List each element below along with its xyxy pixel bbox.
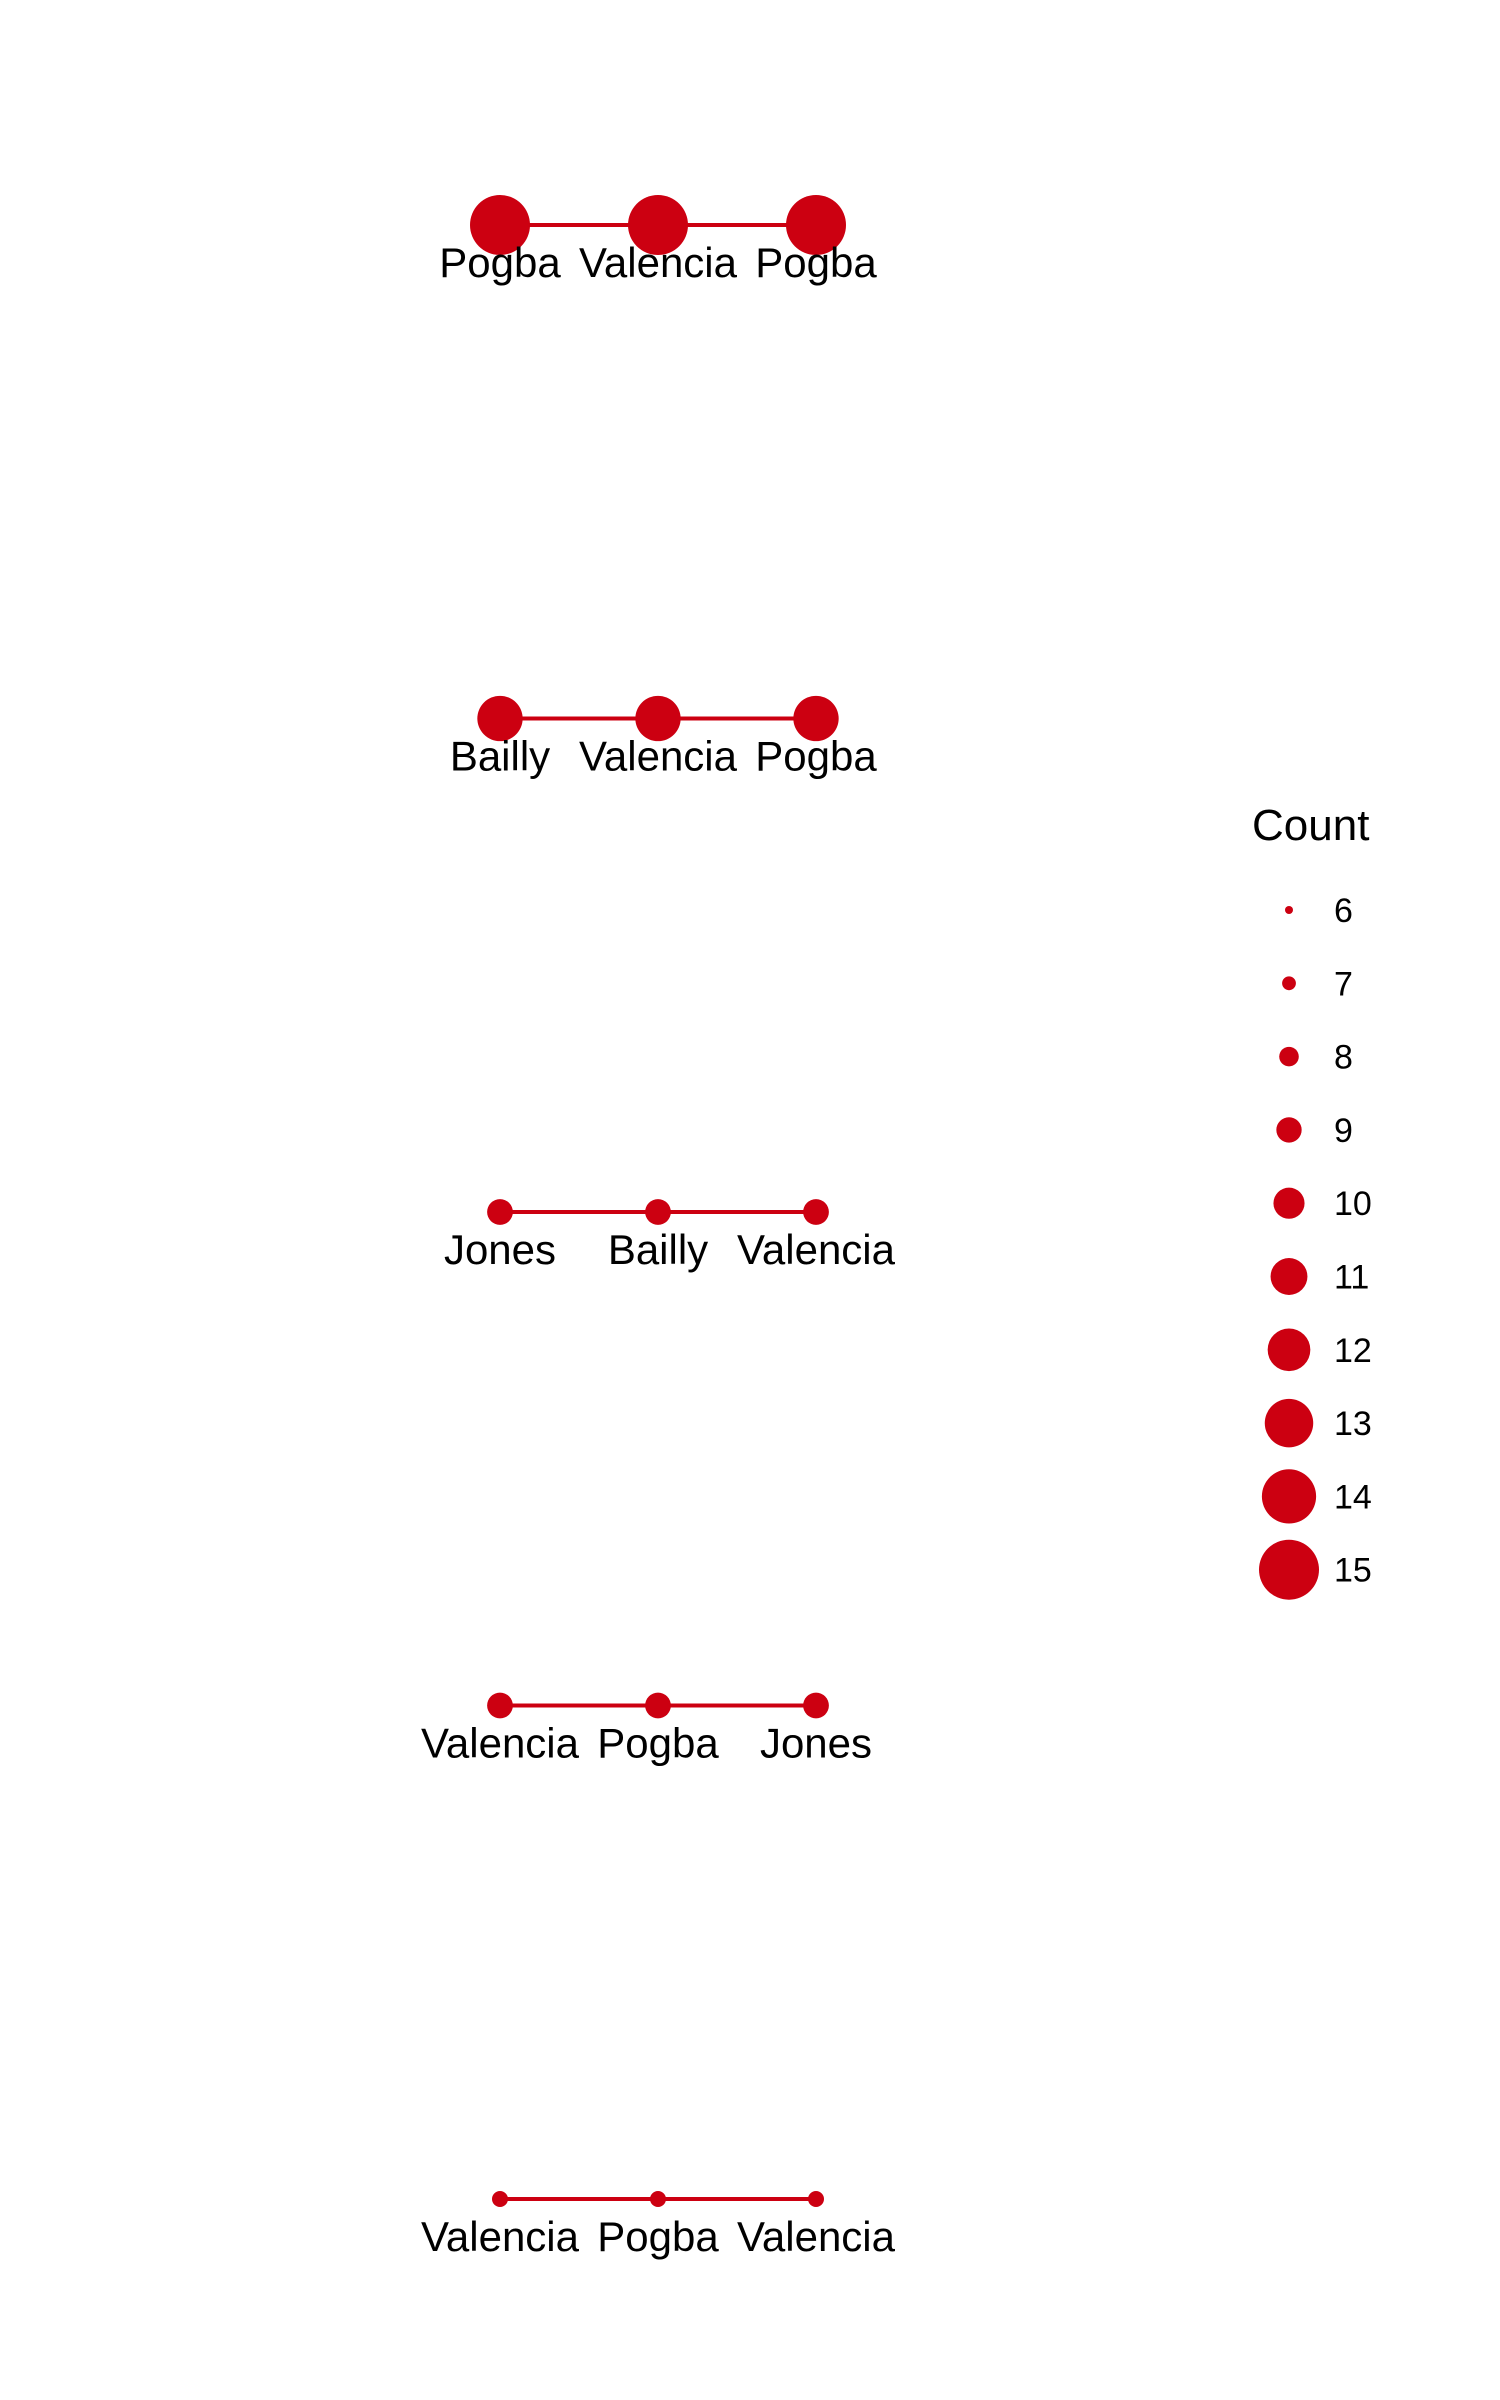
node-label: Valencia xyxy=(737,1226,896,1273)
legend-item: 8 xyxy=(1279,1039,1353,1077)
sequence-node xyxy=(803,1199,829,1225)
legend-swatch xyxy=(1285,906,1293,914)
sequence-row: Valencia Pogba Jones xyxy=(421,1692,872,1767)
legend-title: Count xyxy=(1252,801,1369,850)
node-label: Valencia xyxy=(579,733,738,780)
legend-swatch xyxy=(1279,1046,1299,1067)
legend-label: 15 xyxy=(1334,1552,1372,1590)
sequence-node xyxy=(628,195,688,255)
legend-label: 14 xyxy=(1334,1478,1372,1516)
legend-item: 14 xyxy=(1261,1469,1372,1524)
legend-swatch xyxy=(1282,976,1296,991)
legend-swatch xyxy=(1261,1469,1317,1524)
legend-swatch xyxy=(1273,1187,1305,1219)
sequence-node xyxy=(645,1692,671,1719)
node-label: Jones xyxy=(444,1226,556,1273)
legend-item: 6 xyxy=(1285,892,1353,930)
legend-item: 12 xyxy=(1267,1328,1372,1372)
legend-swatch xyxy=(1276,1117,1302,1143)
sequence-row: Pogba Valencia Pogba xyxy=(439,195,877,286)
legend-label: 7 xyxy=(1334,965,1353,1003)
node-label: Pogba xyxy=(439,239,561,286)
legend-item: 9 xyxy=(1276,1112,1353,1150)
sequence-node xyxy=(477,695,523,742)
node-label: Valencia xyxy=(421,1720,580,1767)
legend: Count 6 7 8 9 10 11 12 13 14 15 xyxy=(1252,801,1372,1600)
legend-label: 11 xyxy=(1334,1259,1369,1297)
legend-label: 8 xyxy=(1334,1039,1353,1077)
legend-label: 6 xyxy=(1334,892,1353,930)
sequence-node xyxy=(487,1692,513,1719)
sequence-node xyxy=(786,195,846,255)
legend-swatch xyxy=(1267,1328,1311,1372)
legend-label: 9 xyxy=(1334,1112,1353,1150)
legend-swatch xyxy=(1264,1398,1314,1448)
sequence-node xyxy=(487,1199,513,1225)
plot-area: Pogba Valencia Pogba Bailly Valencia Pogba Jon… xyxy=(421,195,896,2260)
legend-item: 10 xyxy=(1273,1185,1372,1223)
legend-swatch xyxy=(1259,1539,1319,1600)
legend-label: 13 xyxy=(1334,1405,1372,1443)
node-label: Pogba xyxy=(755,733,877,780)
sequence-row: Jones Bailly Valencia xyxy=(444,1199,896,1273)
node-label: Bailly xyxy=(608,1226,708,1273)
sequence-node xyxy=(470,195,530,255)
legend-label: 10 xyxy=(1334,1185,1372,1223)
node-label: Bailly xyxy=(450,733,550,780)
node-label: Valencia xyxy=(579,239,738,286)
sequence-row: Bailly Valencia Pogba xyxy=(450,695,877,780)
legend-swatch xyxy=(1270,1258,1308,1295)
legend-item: 11 xyxy=(1270,1258,1369,1297)
sequence-node xyxy=(492,2191,508,2207)
sequence-node xyxy=(650,2191,666,2207)
node-label: Valencia xyxy=(421,2213,580,2260)
node-label: Jones xyxy=(760,1720,872,1767)
legend-item: 13 xyxy=(1264,1398,1372,1448)
legend-item: 15 xyxy=(1259,1539,1372,1600)
node-label: Valencia xyxy=(737,2213,896,2260)
node-label: Pogba xyxy=(597,1720,719,1767)
node-label: Pogba xyxy=(755,239,877,286)
sequence-row: Valencia Pogba Valencia xyxy=(421,2191,896,2260)
node-label: Pogba xyxy=(597,2213,719,2260)
sequence-node xyxy=(635,695,681,742)
sequence-node xyxy=(793,695,839,742)
sequence-node xyxy=(808,2191,824,2207)
sequence-node xyxy=(645,1199,671,1225)
legend-label: 12 xyxy=(1334,1332,1372,1370)
legend-items: 6 7 8 9 10 11 12 13 14 15 xyxy=(1259,892,1372,1600)
legend-item: 7 xyxy=(1282,965,1353,1003)
sequence-node xyxy=(803,1692,829,1719)
